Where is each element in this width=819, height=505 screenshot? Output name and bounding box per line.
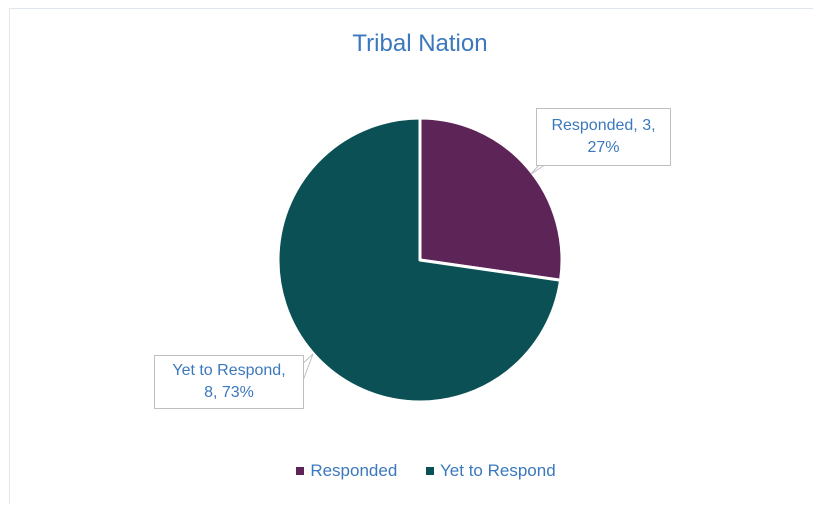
data-label-yet-to-respond-line2: 8, 73% [204, 384, 254, 401]
legend-item-yet-to-respond[interactable]: Yet to Respond [426, 461, 556, 481]
legend-swatch-responded [296, 467, 305, 475]
pie-slice-yet-to-respond[interactable] [276, 116, 563, 404]
legend-item-responded[interactable]: Responded [296, 461, 397, 481]
chart-title: Tribal Nation [352, 30, 488, 57]
data-label-yet-to-respond: Yet to Respond, 8, 73% [154, 355, 304, 409]
legend: Responded Yet to Respond [0, 461, 819, 481]
data-label-responded: Responded, 3, 27% [536, 108, 671, 166]
legend-label-yet-to-respond: Yet to Respond [440, 461, 556, 480]
data-label-responded-line1: Responded, 3, [551, 117, 656, 134]
chart-area [9, 8, 813, 504]
legend-label-responded: Responded [310, 461, 398, 480]
legend-swatch-yet-to-respond [426, 467, 435, 475]
pie-slice-responded[interactable] [418, 116, 564, 282]
data-label-responded-line2: 27% [587, 139, 620, 156]
data-label-yet-to-respond-line1: Yet to Respond, [172, 362, 286, 379]
